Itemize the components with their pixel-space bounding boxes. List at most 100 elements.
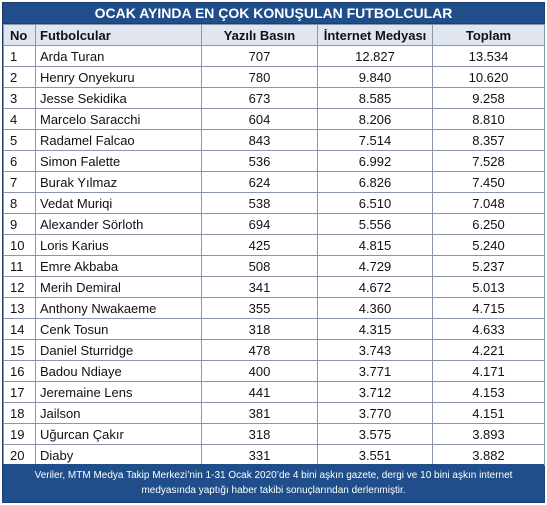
cell-rank: 13 (3, 297, 36, 319)
cell-print-media: 780 (201, 66, 318, 88)
cell-player-name: Burak Yılmaz (35, 171, 202, 193)
cell-rank: 5 (3, 129, 36, 151)
cell-print-media: 318 (201, 318, 318, 340)
cell-internet-media: 4.672 (317, 276, 433, 298)
cell-player-name: Loris Karius (35, 234, 202, 256)
cell-internet-media: 4.315 (317, 318, 433, 340)
cell-total: 8.810 (432, 108, 545, 130)
cell-rank: 14 (3, 318, 36, 340)
cell-player-name: Cenk Tosun (35, 318, 202, 340)
cell-total: 7.048 (432, 192, 545, 214)
cell-rank: 10 (3, 234, 36, 256)
cell-internet-media: 5.556 (317, 213, 433, 235)
cell-total: 8.357 (432, 129, 545, 151)
column-header-print-media: Yazılı Basın (201, 24, 318, 46)
cell-print-media: 673 (201, 87, 318, 109)
column-header-total: Toplam (432, 24, 545, 46)
cell-print-media: 441 (201, 381, 318, 403)
cell-print-media: 604 (201, 108, 318, 130)
table-row: 5 Radamel Falcao 843 7.514 8.357 (3, 129, 545, 151)
cell-total: 7.450 (432, 171, 545, 193)
table-title: OCAK AYINDA EN ÇOK KONUŞULAN FUTBOLCULAR (3, 3, 544, 24)
cell-player-name: Daniel Sturridge (35, 339, 202, 361)
cell-print-media: 478 (201, 339, 318, 361)
cell-rank: 15 (3, 339, 36, 361)
cell-total: 5.013 (432, 276, 545, 298)
cell-total: 4.153 (432, 381, 545, 403)
cell-rank: 1 (3, 45, 36, 67)
cell-internet-media: 3.770 (317, 402, 433, 424)
cell-player-name: Jesse Sekidika (35, 87, 202, 109)
cell-print-media: 624 (201, 171, 318, 193)
table-row: 15 Daniel Sturridge 478 3.743 4.221 (3, 339, 545, 361)
cell-player-name: Anthony Nwakaeme (35, 297, 202, 319)
cell-player-name: Jailson (35, 402, 202, 424)
table-row: 2 Henry Onyekuru 780 9.840 10.620 (3, 66, 545, 88)
cell-rank: 9 (3, 213, 36, 235)
cell-rank: 16 (3, 360, 36, 382)
cell-internet-media: 6.510 (317, 192, 433, 214)
table-row: 3 Jesse Sekidika 673 8.585 9.258 (3, 87, 545, 109)
cell-total: 3.893 (432, 423, 545, 445)
cell-total: 4.151 (432, 402, 545, 424)
cell-player-name: Vedat Muriqi (35, 192, 202, 214)
cell-total: 13.534 (432, 45, 545, 67)
cell-player-name: Arda Turan (35, 45, 202, 67)
cell-internet-media: 4.815 (317, 234, 433, 256)
cell-internet-media: 6.992 (317, 150, 433, 172)
column-header-row: No Futbolcular Yazılı Basın İnternet Med… (3, 24, 545, 46)
cell-print-media: 843 (201, 129, 318, 151)
cell-rank: 2 (3, 66, 36, 88)
cell-print-media: 381 (201, 402, 318, 424)
table-row: 16 Badou Ndiaye 400 3.771 4.171 (3, 360, 545, 382)
table-row: 17 Jeremaine Lens 441 3.712 4.153 (3, 381, 545, 403)
ranking-table: No Futbolcular Yazılı Basın İnternet Med… (3, 24, 545, 466)
cell-rank: 7 (3, 171, 36, 193)
cell-print-media: 508 (201, 255, 318, 277)
cell-internet-media: 4.729 (317, 255, 433, 277)
cell-player-name: Radamel Falcao (35, 129, 202, 151)
cell-internet-media: 7.514 (317, 129, 433, 151)
cell-player-name: Simon Falette (35, 150, 202, 172)
cell-rank: 8 (3, 192, 36, 214)
cell-print-media: 707 (201, 45, 318, 67)
table-row: 12 Merih Demiral 341 4.672 5.013 (3, 276, 545, 298)
cell-total: 6.250 (432, 213, 545, 235)
cell-internet-media: 9.840 (317, 66, 433, 88)
column-header-no: No (3, 24, 36, 46)
cell-player-name: Merih Demiral (35, 276, 202, 298)
table-row: 1 Arda Turan 707 12.827 13.534 (3, 45, 545, 67)
cell-rank: 6 (3, 150, 36, 172)
table-row: 13 Anthony Nwakaeme 355 4.360 4.715 (3, 297, 545, 319)
cell-print-media: 425 (201, 234, 318, 256)
cell-total: 4.715 (432, 297, 545, 319)
cell-print-media: 536 (201, 150, 318, 172)
cell-player-name: Uğurcan Çakır (35, 423, 202, 445)
column-header-internet-media: İnternet Medyası (317, 24, 433, 46)
cell-total: 4.633 (432, 318, 545, 340)
cell-player-name: Jeremaine Lens (35, 381, 202, 403)
table-row: 20 Diaby 331 3.551 3.882 (3, 444, 545, 466)
cell-total: 3.882 (432, 444, 545, 466)
cell-total: 4.221 (432, 339, 545, 361)
cell-print-media: 694 (201, 213, 318, 235)
cell-internet-media: 8.206 (317, 108, 433, 130)
cell-player-name: Henry Onyekuru (35, 66, 202, 88)
cell-total: 7.528 (432, 150, 545, 172)
table-row: 11 Emre Akbaba 508 4.729 5.237 (3, 255, 545, 277)
table-row: 19 Uğurcan Çakır 318 3.575 3.893 (3, 423, 545, 445)
cell-rank: 3 (3, 87, 36, 109)
cell-player-name: Alexander Sörloth (35, 213, 202, 235)
cell-print-media: 538 (201, 192, 318, 214)
cell-player-name: Emre Akbaba (35, 255, 202, 277)
cell-rank: 4 (3, 108, 36, 130)
table-row: 14 Cenk Tosun 318 4.315 4.633 (3, 318, 545, 340)
cell-internet-media: 3.771 (317, 360, 433, 382)
cell-total: 10.620 (432, 66, 545, 88)
cell-print-media: 400 (201, 360, 318, 382)
cell-internet-media: 3.575 (317, 423, 433, 445)
cell-rank: 20 (3, 444, 36, 466)
cell-rank: 19 (3, 423, 36, 445)
cell-internet-media: 3.551 (317, 444, 433, 466)
cell-print-media: 355 (201, 297, 318, 319)
